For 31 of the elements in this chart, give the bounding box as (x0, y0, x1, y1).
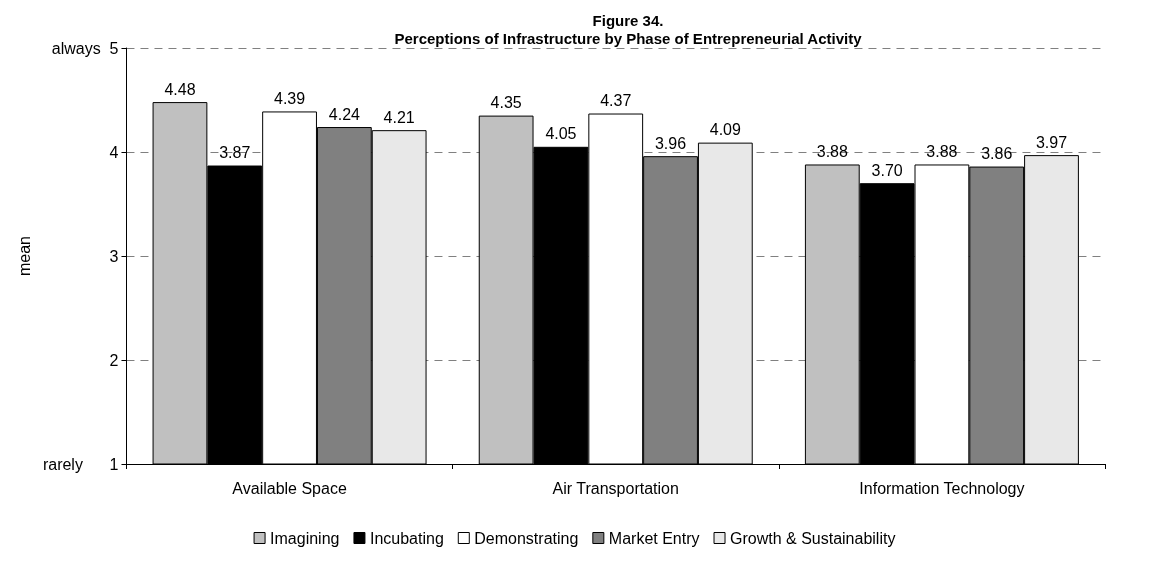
legend-label: Imagining (270, 529, 340, 547)
x-tick-label: Available Space (232, 479, 347, 497)
data-label: 4.21 (383, 108, 415, 126)
y-tick-label: 3 (109, 247, 119, 265)
y-tick-label: 2 (109, 351, 119, 369)
data-label: 4.35 (490, 94, 522, 112)
data-label: 4.37 (600, 92, 632, 110)
y-tick-label: rarely 1 (42, 455, 119, 473)
data-label: 4.05 (545, 125, 577, 143)
legend-label: Growth & Sustainability (730, 529, 896, 547)
legend-label: Demonstrating (474, 529, 579, 547)
data-label: 3.88 (926, 142, 958, 160)
chart-title: Figure 34. (592, 12, 664, 29)
data-label: 3.96 (654, 134, 687, 152)
data-label: 3.97 (1035, 133, 1068, 151)
y-tick-label: always 5 (51, 39, 119, 57)
data-label: 3.87 (219, 144, 251, 162)
data-label: 3.88 (816, 142, 848, 160)
x-tick-label: Information Technology (859, 479, 1025, 497)
data-label: 4.09 (709, 121, 742, 139)
data-label: 3.70 (871, 161, 903, 179)
x-tick-label: Air Transportation (552, 479, 679, 497)
chart-subtitle: Perceptions of Infrastructure by Phase of Entrepreneurial Activity (394, 30, 863, 47)
y-axis-title: mean (15, 235, 33, 277)
y-tick-label: 4 (109, 143, 119, 161)
data-label: 3.86 (981, 145, 1013, 163)
data-label: 4.39 (273, 89, 306, 107)
legend-label: Market Entry (608, 529, 700, 547)
data-label: 4.24 (328, 105, 361, 123)
data-label: 4.48 (164, 80, 196, 98)
legend-label: Incubating (369, 529, 444, 547)
